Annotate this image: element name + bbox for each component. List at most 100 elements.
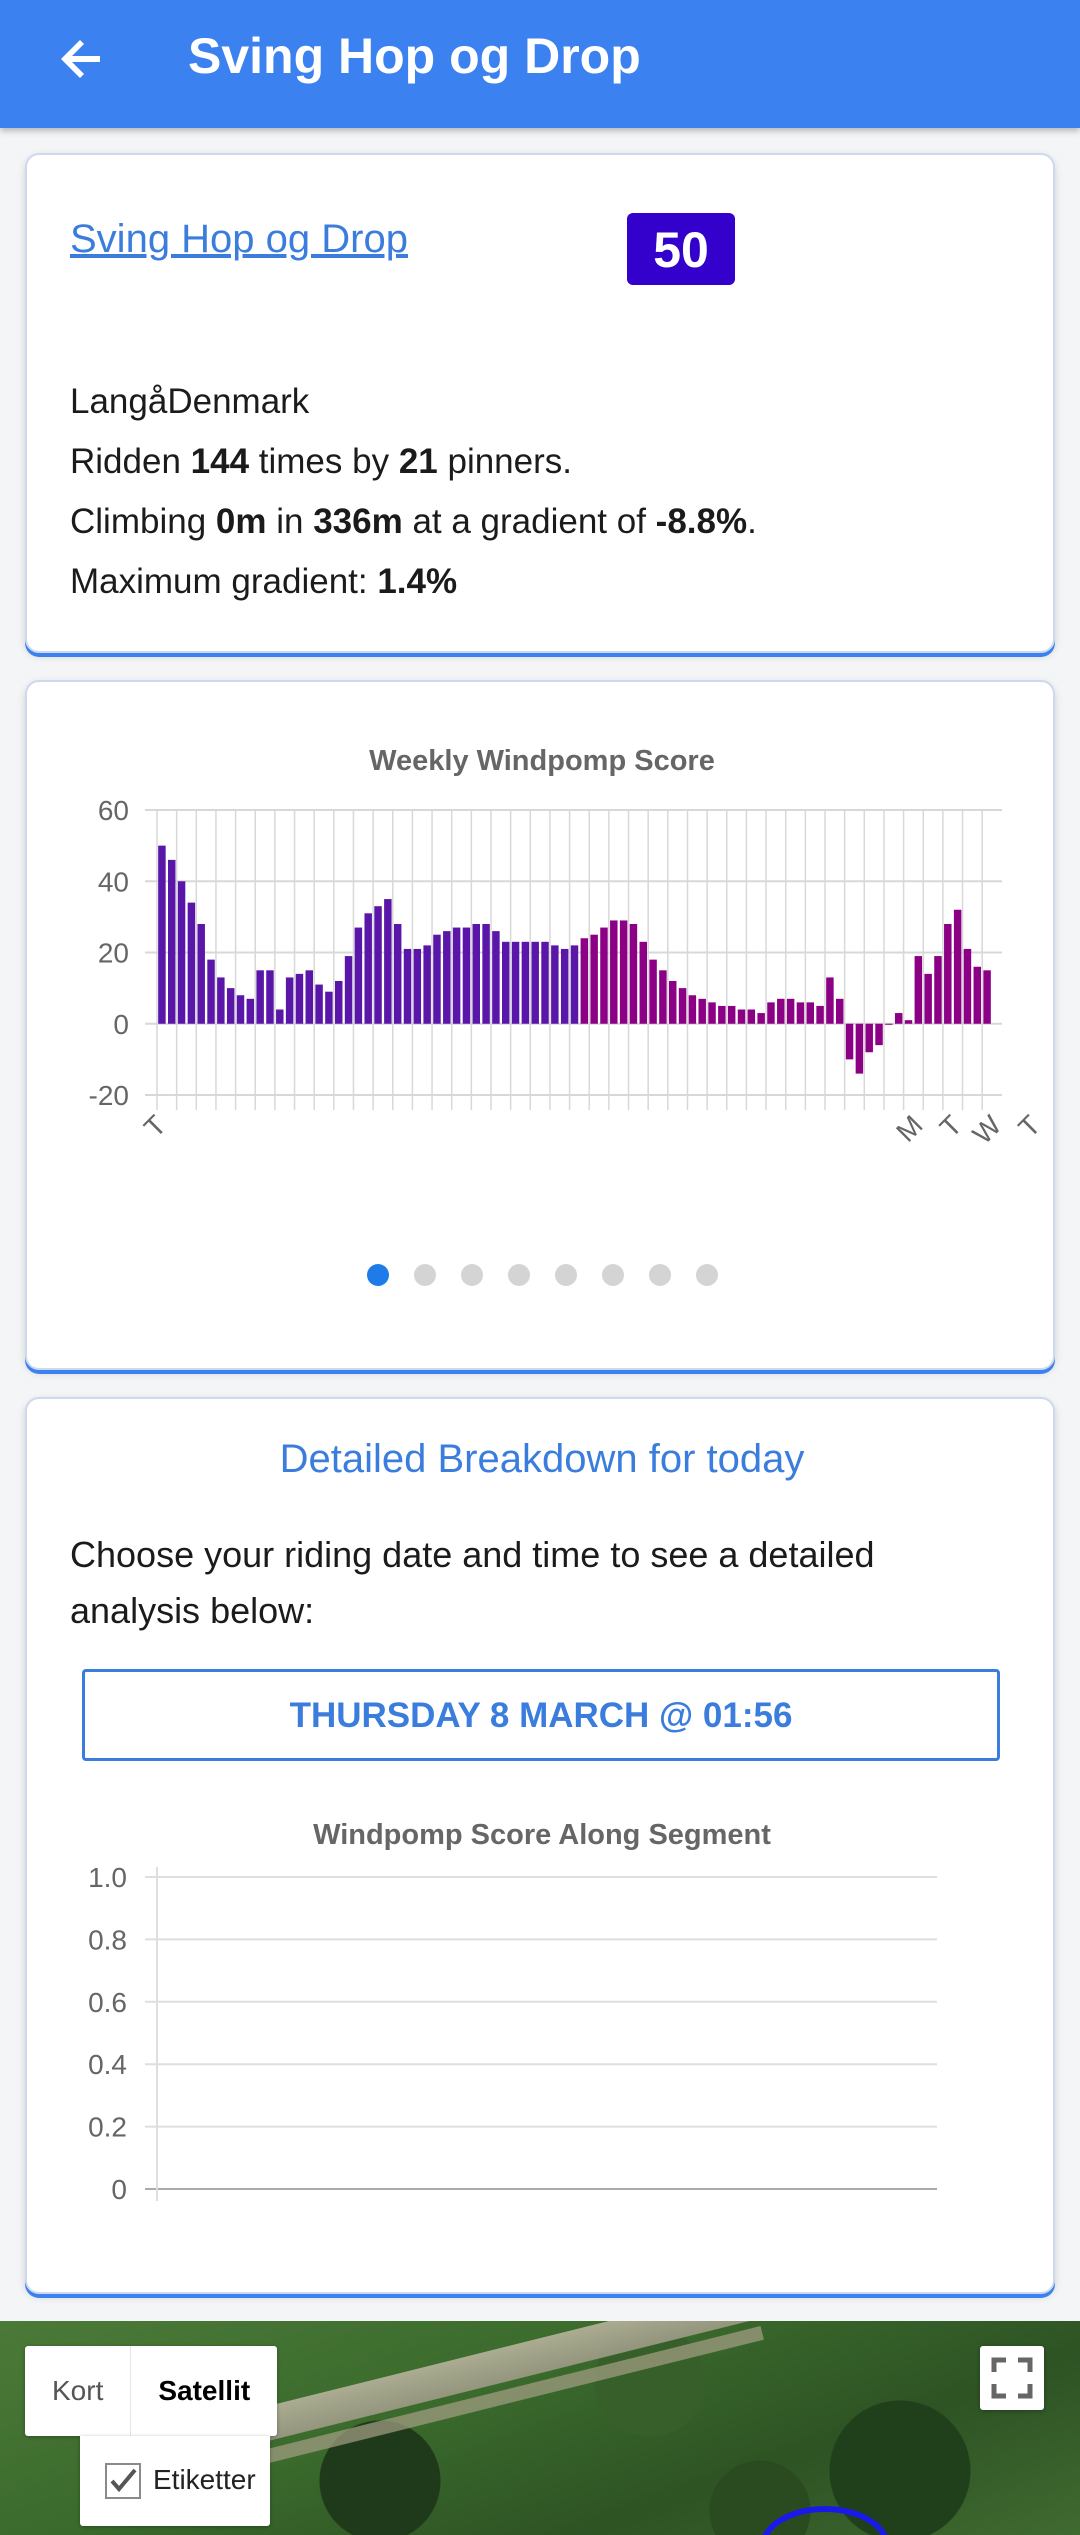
bar: [875, 1023, 883, 1046]
bar: [187, 902, 196, 1024]
chart-title: Weekly Windpomp Score: [369, 745, 715, 777]
bar: [177, 881, 186, 1024]
bar: [266, 970, 274, 1024]
bar: [619, 920, 628, 1024]
checkmark-icon: [110, 2468, 137, 2493]
bar: [256, 970, 264, 1024]
y-tick-label: 0.4: [88, 2049, 127, 2080]
bar: [698, 998, 706, 1024]
x-tick-label: W: [967, 1109, 1008, 1150]
climb-stats: Climbing 0m in 336m at a gradient of -8.…: [70, 502, 757, 541]
date-picker-button[interactable]: THURSDAY 8 MARCH @ 01:56: [82, 1669, 1000, 1761]
labels-checkbox[interactable]: [105, 2463, 141, 2499]
carousel-dot[interactable]: [507, 1264, 530, 1286]
bar: [944, 924, 952, 1024]
bar: [580, 938, 589, 1024]
labels-toggle[interactable]: Etiketter: [80, 2436, 270, 2526]
bar: [629, 924, 638, 1024]
segment-route: [760, 2506, 890, 2535]
bar: [285, 977, 294, 1024]
bar: [845, 1023, 854, 1060]
arrow-left-icon: [61, 40, 100, 78]
map-type-satellite-button[interactable]: Satellit: [130, 2346, 277, 2436]
bar: [727, 1005, 736, 1024]
bar: [315, 984, 323, 1024]
x-tick-label: T: [138, 1109, 172, 1143]
score-badge: 50: [627, 213, 735, 285]
segment-score-chart: Windpomp Score Along Segment 1.0 0.8 0.6 0.…: [88, 1819, 937, 2205]
bar: [904, 1020, 913, 1024]
bar: [344, 956, 353, 1024]
breakdown-title: Detailed Breakdown for today: [279, 1437, 805, 1481]
bar: [914, 956, 923, 1024]
bar: [865, 1023, 873, 1053]
breakdown-instruction: Choose your riding date and time to see …: [70, 1534, 875, 1631]
bar: [531, 941, 539, 1024]
carousel-dot[interactable]: [413, 1264, 436, 1286]
bar: [786, 998, 795, 1024]
map-type-map-button[interactable]: Kort: [52, 2375, 104, 2406]
bar: [354, 927, 363, 1024]
bar: [462, 927, 471, 1024]
y-tick-label: 0: [113, 1009, 129, 1040]
fullscreen-button[interactable]: [980, 2346, 1044, 2410]
bar: [708, 1002, 716, 1024]
bar: [482, 924, 490, 1024]
carousel-dot[interactable]: [695, 1264, 718, 1286]
bar: [963, 948, 972, 1024]
bar: [305, 970, 313, 1024]
bar: [541, 941, 549, 1024]
bar: [806, 1002, 814, 1024]
chart-title: Windpomp Score Along Segment: [313, 1819, 771, 1851]
y-tick-label: 20: [98, 938, 129, 969]
max-gradient: Maximum gradient: 1.4%: [70, 562, 458, 601]
bar: [502, 941, 510, 1024]
y-tick-label: 60: [98, 795, 129, 826]
bar: [374, 906, 382, 1024]
bar: [551, 945, 559, 1024]
bar: [246, 998, 255, 1024]
bar: [511, 941, 520, 1024]
bar: [934, 956, 942, 1024]
segment-link[interactable]: Sving Hop og Drop: [70, 217, 408, 261]
y-tick-label: 0.8: [88, 1924, 127, 1955]
bar: [570, 945, 579, 1024]
bar: [767, 1002, 775, 1024]
bar: [688, 995, 697, 1024]
bar: [718, 1005, 726, 1024]
back-button[interactable]: [50, 26, 120, 96]
bar: [413, 948, 422, 1024]
carousel-dot[interactable]: [460, 1264, 483, 1286]
bar: [472, 924, 480, 1024]
bar: [983, 970, 991, 1024]
bar: [777, 998, 785, 1024]
weekly-chart-card: Weekly Windpomp Score 60 40 20 0 -20 T M T W T: [25, 680, 1055, 1370]
bar: [325, 991, 333, 1024]
breakdown-card: Detailed Breakdown for today Choose your…: [25, 1397, 1055, 2294]
bar: [158, 845, 166, 1024]
bar: [226, 988, 235, 1024]
bar: [659, 970, 667, 1024]
bar: [796, 1002, 805, 1024]
bar: [443, 931, 451, 1024]
map-view[interactable]: Kort Satellit Etiketter: [0, 2321, 1080, 2535]
bar: [403, 948, 412, 1024]
y-tick-label: 0: [111, 2174, 127, 2205]
carousel-dot[interactable]: [648, 1264, 671, 1286]
bar: [894, 1013, 903, 1024]
segment-info-card: Sving Hop og Drop 50 LangåDenmark Ridden…: [25, 153, 1055, 653]
bar: [610, 920, 618, 1024]
carousel-dot[interactable]: [366, 1264, 389, 1286]
carousel-dot[interactable]: [601, 1264, 624, 1286]
bar: [295, 973, 304, 1024]
y-tick-label: 1.0: [88, 1862, 127, 1893]
labels-text: Etiketter: [153, 2464, 256, 2495]
bar: [973, 966, 981, 1024]
bar: [649, 959, 657, 1024]
bar: [393, 924, 402, 1024]
bar: [452, 927, 461, 1024]
bar: [816, 1005, 824, 1024]
bar: [207, 959, 215, 1024]
carousel-dot[interactable]: [554, 1264, 577, 1286]
